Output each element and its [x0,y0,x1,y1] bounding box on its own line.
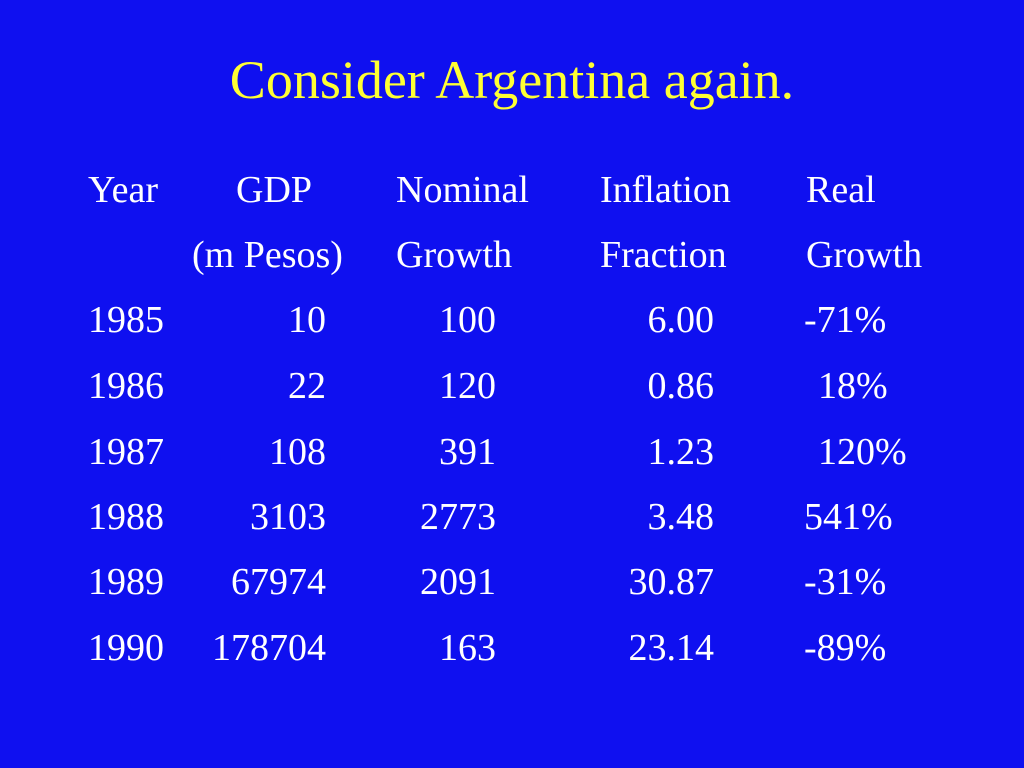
table-row-1987-real: 120% [818,431,907,473]
table-row-1990-real: -89% [804,627,887,669]
header-real: Real [806,169,876,211]
table-row-1990-nominal: 163 [439,627,496,669]
table-row-1990-inflation: 23.14 [628,627,715,669]
header-inflation-sub: Fraction [600,234,727,276]
header-real-sub: Growth [806,234,923,276]
table-row-1985-inflation: 6.00 [647,299,715,341]
header-gdp: GDP [236,169,313,211]
table-row-1985-gdp: 10 [288,299,326,341]
table-row-1988-real: 541% [804,496,893,538]
table-row-1988-inflation: 3.48 [647,496,715,538]
table-row-1985-year: 1985 [88,299,164,341]
table-row-1988-year: 1988 [88,496,164,538]
table-row-1989-gdp: 67974 [231,561,326,603]
header-gdp-sub: (m Pesos) [192,234,343,276]
table-row-1985-nominal: 100 [439,299,496,341]
header-year: Year [88,169,159,211]
table-row-1989-real: -31% [804,561,887,603]
table-row-1990-gdp: 178704 [212,627,326,669]
table-row-1987-gdp: 108 [269,431,326,473]
header-nominal-sub: Growth [396,234,513,276]
slide-title: Consider Argentina again. [229,50,795,110]
table-row-1989-year: 1989 [88,561,164,603]
table-row-1989-nominal: 2091 [420,561,496,603]
table-row-1989-inflation: 30.87 [628,561,715,603]
table-row-1986-real: 18% [818,365,888,407]
table-row-1986-nominal: 120 [439,365,496,407]
table-row-1987-inflation: 1.23 [647,431,715,473]
table-row-1988-nominal: 2773 [420,496,496,538]
table-row-1987-year: 1987 [88,431,164,473]
table-row-1990-year: 1990 [88,627,164,669]
table-row-1986-gdp: 22 [288,365,326,407]
table-row-1987-nominal: 391 [439,431,496,473]
table-row-1986-year: 1986 [88,365,164,407]
table-row-1988-gdp: 3103 [250,496,326,538]
table-row-1985-real: -71% [804,299,887,341]
table-row-1986-inflation: 0.86 [647,365,715,407]
header-nominal: Nominal [396,169,529,211]
header-inflation: Inflation [600,169,731,211]
